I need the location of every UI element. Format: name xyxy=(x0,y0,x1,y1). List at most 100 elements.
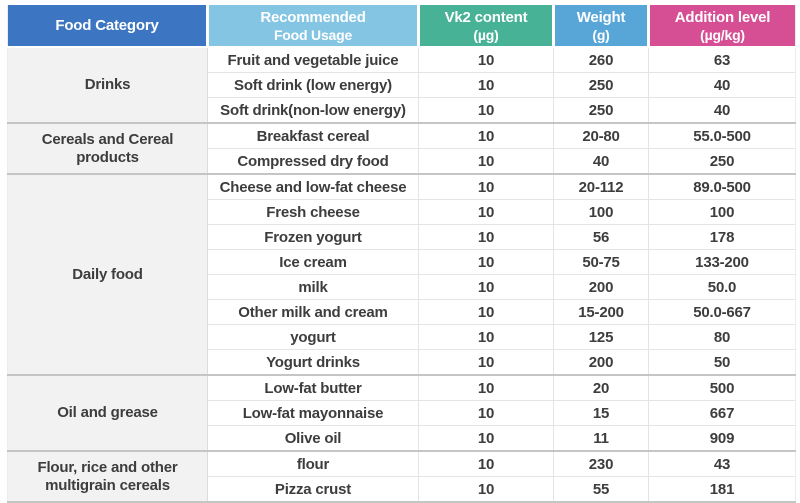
vk2-cell: 10 xyxy=(418,400,554,426)
weight-cell: 200 xyxy=(553,274,649,300)
addition-cell: 100 xyxy=(648,199,796,225)
column-header-addition-level: Addition level (µg/kg) xyxy=(648,5,796,48)
header-unit: (µg) xyxy=(473,26,499,43)
vk2-cell: 10 xyxy=(418,374,554,401)
addition-cell: 50.0-667 xyxy=(648,299,796,325)
usage-cell: Fresh cheese xyxy=(207,199,419,225)
addition-cell: 250 xyxy=(648,148,796,174)
table-row: milk 10 200 50.0 xyxy=(8,274,796,300)
table-row: Soft drink (low energy) 10 250 40 xyxy=(8,72,796,98)
category-cell-drinks: Drinks xyxy=(7,47,208,123)
vk2-cell: 10 xyxy=(418,148,554,174)
usage-cell: Soft drink(non-low energy) xyxy=(207,97,419,123)
table-row: Yogurt drinks 10 200 50 xyxy=(8,349,796,375)
table-row: yogurt 10 125 80 xyxy=(8,324,796,350)
usage-cell: Frozen yogurt xyxy=(207,224,419,250)
usage-cell: Compressed dry food xyxy=(207,148,419,174)
weight-cell: 230 xyxy=(553,450,649,477)
column-header-food-category: Food Category xyxy=(7,5,209,48)
table-row: Pizza crust 10 55 181 xyxy=(8,476,796,502)
addition-cell: 89.0-500 xyxy=(648,173,796,200)
usage-cell: flour xyxy=(207,450,419,477)
usage-cell: Breakfast cereal xyxy=(207,122,419,149)
usage-cell: Olive oil xyxy=(207,425,419,451)
vk2-cell: 10 xyxy=(418,224,554,250)
addition-cell: 909 xyxy=(648,425,796,451)
vk2-cell: 10 xyxy=(418,173,554,200)
vk2-cell: 10 xyxy=(418,199,554,225)
vk2-cell: 10 xyxy=(418,476,554,502)
usage-cell: Soft drink (low energy) xyxy=(207,72,419,98)
header-label: Vk2 content xyxy=(444,8,528,26)
table-row: Fresh cheese 10 100 100 xyxy=(8,199,796,225)
vk2-cell: 10 xyxy=(418,324,554,350)
vk2-cell: 10 xyxy=(418,450,554,477)
header-row: Food Category Recommended Food Usage Vk2… xyxy=(7,5,796,48)
addition-cell: 500 xyxy=(648,374,796,401)
usage-cell: Pizza crust xyxy=(207,476,419,502)
addition-cell: 63 xyxy=(648,47,796,73)
category-cell-daily-food: Daily food xyxy=(7,173,208,375)
weight-cell: 20-112 xyxy=(553,173,649,200)
category-cell-oil-and-grease: Oil and grease xyxy=(7,374,208,451)
usage-cell: Low-fat butter xyxy=(207,374,419,401)
table-row: Frozen yogurt 10 56 178 xyxy=(8,224,796,250)
table-row: Compressed dry food 10 40 250 xyxy=(8,148,796,174)
weight-cell: 40 xyxy=(553,148,649,174)
vk2-cell: 10 xyxy=(418,274,554,300)
vk2-cell: 10 xyxy=(418,47,554,73)
column-header-weight: Weight (g) xyxy=(553,5,650,48)
addition-cell: 40 xyxy=(648,72,796,98)
table-row: Olive oil 10 11 909 xyxy=(8,425,796,451)
header-label: Weight xyxy=(576,8,626,26)
table-row: Drinks Fruit and vegetable juice 10 260 … xyxy=(7,47,796,123)
usage-cell: Other milk and cream xyxy=(207,299,419,325)
weight-cell: 20-80 xyxy=(553,122,649,149)
weight-cell: 100 xyxy=(553,199,649,225)
addition-cell: 178 xyxy=(648,224,796,250)
usage-cell: Yogurt drinks xyxy=(207,349,419,375)
weight-cell: 200 xyxy=(553,349,649,375)
header-label: Food Category xyxy=(55,16,159,34)
table-row: Flour, rice and other multigrain cereals… xyxy=(7,450,796,502)
usage-cell: Cheese and low-fat cheese xyxy=(207,173,419,200)
table-row: Soft drink(non-low energy) 10 250 40 xyxy=(8,97,796,123)
vk2-cell: 10 xyxy=(418,349,554,375)
addition-cell: 50 xyxy=(648,349,796,375)
vk2-cell: 10 xyxy=(418,249,554,275)
addition-cell: 667 xyxy=(648,400,796,426)
vk2-cell: 10 xyxy=(418,122,554,149)
vk2-cell: 10 xyxy=(418,425,554,451)
weight-cell: 250 xyxy=(553,97,649,123)
column-header-recommended-food-usage: Recommended Food Usage xyxy=(207,5,420,48)
addition-cell: 133-200 xyxy=(648,249,796,275)
usage-cell: Ice cream xyxy=(207,249,419,275)
header-label: Recommended xyxy=(260,8,366,26)
addition-cell: 80 xyxy=(648,324,796,350)
table-row: Oil and grease Low-fat butter 10 20 500 xyxy=(7,374,796,451)
table-row: Other milk and cream 10 15-200 50.0-667 xyxy=(8,299,796,325)
vk2-cell: 10 xyxy=(418,299,554,325)
weight-cell: 15 xyxy=(553,400,649,426)
category-cell-flour-rice: Flour, rice and other multigrain cereals xyxy=(7,450,208,502)
vk2-cell: 10 xyxy=(418,72,554,98)
usage-cell: yogurt xyxy=(207,324,419,350)
addition-cell: 40 xyxy=(648,97,796,123)
table-row: Cereals and Cereal products Breakfast ce… xyxy=(7,122,796,174)
weight-cell: 11 xyxy=(553,425,649,451)
weight-cell: 15-200 xyxy=(553,299,649,325)
header-label: Addition level xyxy=(674,8,771,26)
category-cell-cereals: Cereals and Cereal products xyxy=(7,122,208,174)
usage-cell: milk xyxy=(207,274,419,300)
addition-cell: 55.0-500 xyxy=(648,122,796,149)
weight-cell: 50-75 xyxy=(553,249,649,275)
header-unit: (g) xyxy=(592,26,610,43)
weight-cell: 125 xyxy=(553,324,649,350)
addition-cell: 181 xyxy=(648,476,796,502)
table-row: Low-fat mayonnaise 10 15 667 xyxy=(8,400,796,426)
column-header-vk2-content: Vk2 content (µg) xyxy=(418,5,555,48)
weight-cell: 250 xyxy=(553,72,649,98)
vk2-cell: 10 xyxy=(418,97,554,123)
header-unit: (µg/kg) xyxy=(700,26,745,43)
